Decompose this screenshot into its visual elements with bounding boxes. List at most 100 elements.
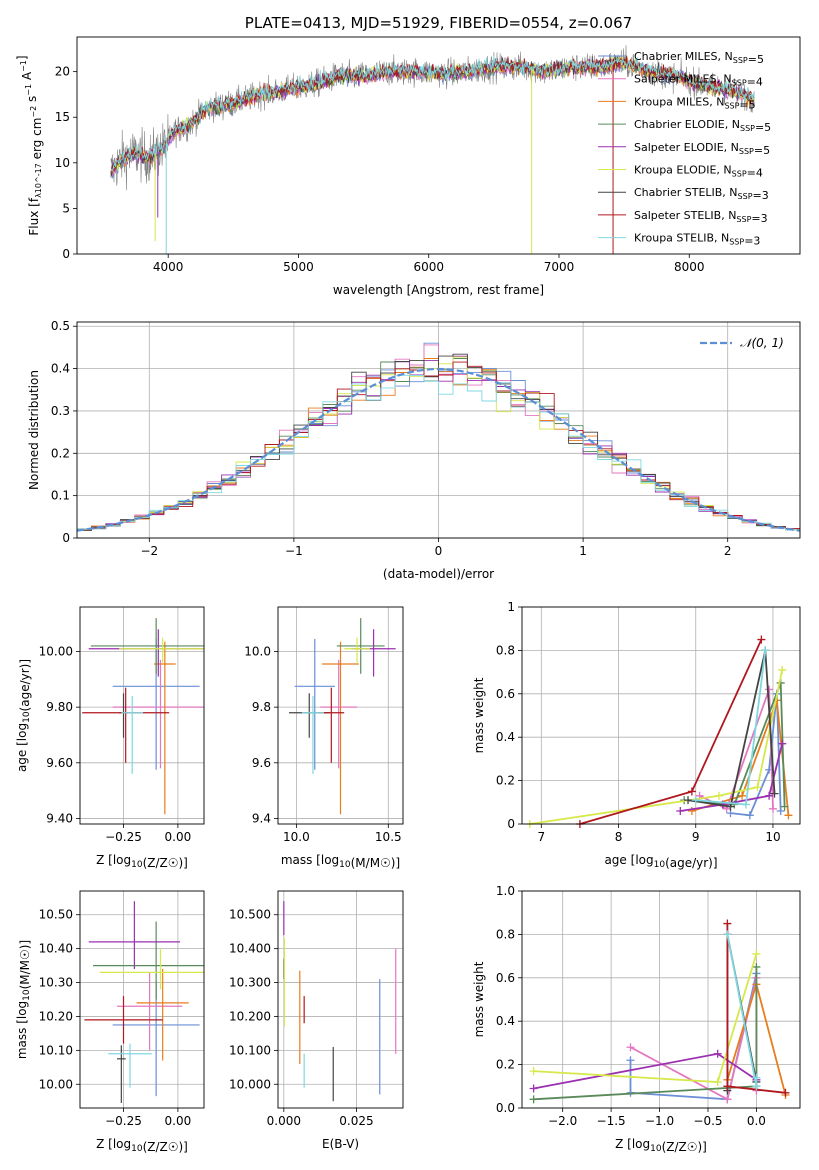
y-tick-label: 10.500 <box>229 908 271 922</box>
data-point-marker <box>753 783 762 792</box>
x-axis-label: E(B-V) <box>322 1137 359 1151</box>
age-vs-metallicity-panel: −0.25 0.00 9.40 9.60 9.80 10.00 Z [log10(Z/Z☉)… <box>15 606 205 870</box>
y-tick-label: 9.8 <box>252 700 271 714</box>
axes-frame <box>79 606 205 825</box>
x-tick-label: −2 <box>140 544 158 558</box>
y-axis-label: mass weight <box>472 961 486 1037</box>
data-point-marker <box>529 1084 538 1093</box>
x-tick-label: 0.00 <box>165 1114 192 1128</box>
x-tick-label: 0 <box>435 544 443 558</box>
mass-weight-line <box>533 967 758 1101</box>
y-tick-label: 10.300 <box>229 976 271 990</box>
data-point-marker <box>713 1049 722 1058</box>
y-tick-label: 5 <box>62 201 70 215</box>
mass-vs-ebv-panel: 0.000 0.025 10.000 10.100 10.200 10.300 10.400… <box>229 890 404 1151</box>
y-tick-label: 0.6 <box>496 971 515 985</box>
axes-frame <box>79 890 205 1109</box>
y-tick-label: 10.100 <box>229 1043 271 1057</box>
legend-entry: Chabrier ELODIE, NSSP=5 <box>634 118 771 134</box>
data-point-marker <box>752 949 761 958</box>
x-tick-label: 7000 <box>544 260 575 274</box>
x-tick-label: 9 <box>692 830 700 844</box>
x-tick-label: 8 <box>615 830 623 844</box>
y-tick-label: 0.1 <box>51 489 70 503</box>
y-tick-label: 0.3 <box>51 404 70 418</box>
data-point-marker <box>745 811 754 820</box>
x-tick-label: 5000 <box>283 260 314 274</box>
y-tick-label: 0.8 <box>496 643 515 657</box>
y-tick-label: 10.20 <box>39 1009 73 1023</box>
x-tick-label: 0.0 <box>747 1114 766 1128</box>
data-point-marker <box>687 787 696 796</box>
y-tick-label: 0.2 <box>496 774 515 788</box>
x-axis-label: Z [log10(Z/Z☉)] <box>96 1137 188 1154</box>
axes-frame <box>277 890 404 1109</box>
x-tick-label: 0.00 <box>165 830 192 844</box>
data-point-marker <box>714 791 723 800</box>
legend-entry: Kroupa MILES, NSSP=5 <box>634 95 756 111</box>
x-tick-label: 6000 <box>413 260 444 274</box>
x-tick-label: 0.025 <box>339 1114 373 1128</box>
y-tick-label: 0 <box>62 531 70 545</box>
y-tick-label: 0.4 <box>51 362 70 376</box>
y-tick-label: 10.50 <box>39 908 73 922</box>
data-point-marker <box>626 1056 635 1065</box>
legend-entry: Chabrier STELIB, NSSP=3 <box>634 186 769 202</box>
x-axis-label: mass [log10(M/M☉)] <box>281 853 400 870</box>
y-tick-label: 0.4 <box>496 1014 515 1028</box>
data-point-marker <box>691 796 700 805</box>
mass-vs-metallicity-panel: −0.25 0.00 10.00 10.10 10.20 10.30 10.40 10.50 Z… <box>15 890 205 1154</box>
x-tick-label: 0.000 <box>267 1114 301 1128</box>
y-tick-label: 0 <box>62 247 70 261</box>
y-tick-label: 10.40 <box>39 942 73 956</box>
y-axis-label: mass [log10(M/M☉)] <box>15 940 32 1059</box>
y-tick-label: 0.2 <box>51 446 70 460</box>
histogram-series <box>77 361 800 530</box>
data-point-marker <box>765 685 774 694</box>
data-point-marker <box>752 1073 761 1082</box>
x-tick-label: −1.5 <box>597 1114 626 1128</box>
mass-weight-line <box>695 650 767 806</box>
data-point-marker <box>770 789 779 798</box>
x-tick-label: −1.0 <box>645 1114 674 1128</box>
data-point-marker <box>529 1067 538 1076</box>
y-axis-label: Flux [fλ10^-17 erg cm−2 s−1 A−1] <box>15 55 44 235</box>
data-point-marker <box>776 806 785 815</box>
x-axis-label: wavelength [Angstrom, rest frame] <box>333 283 544 297</box>
chart-title: PLATE=0413, MJD=51929, FIBERID=0554, z=0… <box>245 14 632 32</box>
residual-histogram-panel: −2 −1 0 1 2 0 0.1 0.2 0.3 0.4 0.5 (data-model)/erro… <box>27 319 801 581</box>
data-point-marker <box>761 646 770 655</box>
data-point-marker <box>752 1082 761 1091</box>
data-point-marker <box>684 796 693 805</box>
y-tick-label: 10.200 <box>229 1009 271 1023</box>
data-point-marker <box>741 800 750 809</box>
data-point-marker <box>723 930 732 939</box>
spectrum-panel: 4000 5000 6000 7000 8000 0 5 10 15 20 PLATE=0413, … <box>15 14 801 297</box>
x-tick-label: 10.5 <box>375 830 402 844</box>
data-point-marker <box>752 962 761 971</box>
y-tick-label: 10.10 <box>39 1043 73 1057</box>
legend-entry: Chabrier MILES, NSSP=5 <box>634 50 764 66</box>
y-tick-label: 9.60 <box>46 756 73 770</box>
y-axis-label: Normed distribution <box>27 370 41 490</box>
y-tick-label: 10.00 <box>39 1077 73 1091</box>
x-tick-label: 4000 <box>153 260 184 274</box>
legend-entry: Salpeter MILES, NSSP=4 <box>634 73 763 89</box>
data-point-marker <box>768 804 777 813</box>
data-point-marker <box>626 1043 635 1052</box>
data-point-marker <box>723 919 732 928</box>
y-tick-label: 10.00 <box>39 645 73 659</box>
legend-entry: Salpeter STELIB, NSSP=3 <box>634 209 768 225</box>
mass-weight-vs-age-panel: 7 8 9 10 0 0.2 0.4 0.6 0.8 1 age [log10(age/yr)] ma… <box>472 600 801 870</box>
x-tick-label: 8000 <box>674 260 705 274</box>
x-tick-label: −1 <box>285 544 303 558</box>
x-axis-label: Z [log10(Z/Z☉)] <box>615 1137 707 1154</box>
histogram-series <box>77 353 800 531</box>
data-point-marker <box>529 1095 538 1104</box>
x-tick-label: −0.5 <box>693 1114 722 1128</box>
x-axis-label: Z [log10(Z/Z☉)] <box>96 853 188 870</box>
x-tick-label: 10.0 <box>283 830 310 844</box>
x-axis-label: (data-model)/error <box>383 567 494 581</box>
y-tick-label: 9.4 <box>252 811 271 825</box>
